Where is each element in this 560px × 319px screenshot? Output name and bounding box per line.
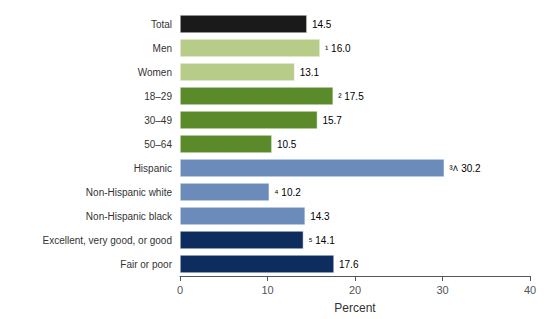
- svg-text:50–64: 50–64: [144, 139, 172, 150]
- svg-text:17.6: 17.6: [339, 259, 359, 270]
- svg-text:30–49: 30–49: [144, 115, 172, 126]
- svg-text:Hispanic: Hispanic: [134, 163, 172, 174]
- svg-text:13.1: 13.1: [300, 67, 320, 78]
- svg-text:Non-Hispanic black: Non-Hispanic black: [86, 211, 173, 222]
- svg-text:30: 30: [436, 284, 448, 296]
- svg-text:Non-Hispanic white: Non-Hispanic white: [86, 187, 173, 198]
- svg-text:Percent: Percent: [334, 301, 376, 315]
- svg-text:² 17.5: ² 17.5: [338, 91, 364, 102]
- svg-text:Fair or poor: Fair or poor: [120, 259, 172, 270]
- svg-text:14.5: 14.5: [312, 19, 332, 30]
- svg-text:10.5: 10.5: [277, 139, 297, 150]
- svg-text:0: 0: [177, 284, 183, 296]
- svg-text:³˄ 30.2: ³˄ 30.2: [449, 163, 481, 174]
- svg-text:¹ 16.0: ¹ 16.0: [325, 43, 351, 54]
- svg-text:⁴ 10.2: ⁴ 10.2: [274, 187, 301, 198]
- svg-text:18–29: 18–29: [144, 91, 172, 102]
- svg-text:14.3: 14.3: [310, 211, 330, 222]
- svg-text:Men: Men: [153, 43, 172, 54]
- svg-text:⁵ 14.1: ⁵ 14.1: [308, 235, 335, 246]
- svg-text:Women: Women: [138, 67, 172, 78]
- svg-text:Excellent, very good, or good: Excellent, very good, or good: [42, 235, 172, 246]
- svg-text:10: 10: [261, 284, 273, 296]
- svg-text:Total: Total: [151, 19, 172, 30]
- svg-text:40: 40: [524, 284, 536, 296]
- svg-text:15.7: 15.7: [322, 115, 342, 126]
- svg-text:20: 20: [349, 284, 361, 296]
